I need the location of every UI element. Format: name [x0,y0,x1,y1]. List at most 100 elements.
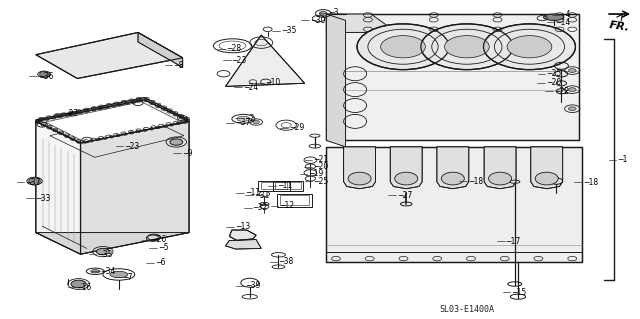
Ellipse shape [568,107,576,111]
Ellipse shape [75,53,80,56]
Ellipse shape [88,69,93,72]
Polygon shape [45,102,181,142]
Text: ─33: ─33 [36,194,50,203]
Text: ─12: ─12 [280,201,294,210]
Text: ─25: ─25 [547,69,561,78]
Text: ─23: ─23 [65,109,79,118]
Text: ─29: ─29 [290,123,304,132]
Text: ─22: ─22 [555,87,569,96]
Text: ─14: ─14 [556,18,570,27]
Text: ─28: ─28 [227,44,241,54]
Bar [258,181,290,191]
Ellipse shape [110,271,128,278]
Polygon shape [326,14,397,33]
Ellipse shape [507,36,552,58]
Text: ─17: ─17 [506,237,521,246]
Polygon shape [326,14,346,147]
Text: ─20: ─20 [314,162,328,171]
Ellipse shape [100,47,106,50]
Ellipse shape [381,36,426,58]
Ellipse shape [40,71,49,78]
Text: ─39: ─39 [246,281,260,290]
Ellipse shape [488,172,511,185]
Text: ─37: ─37 [236,118,250,128]
Polygon shape [229,230,256,241]
Polygon shape [36,33,182,78]
Text: SL03-E1400A: SL03-E1400A [440,305,494,314]
Text: ─21: ─21 [314,155,328,164]
Ellipse shape [319,11,327,15]
Bar [260,182,287,189]
Polygon shape [531,147,563,189]
Polygon shape [36,100,189,143]
Text: ─26: ─26 [152,235,166,244]
Ellipse shape [357,24,449,70]
Text: ─23: ─23 [125,142,140,151]
Text: ─18: ─18 [584,178,598,187]
Text: ─34: ─34 [102,267,116,276]
Text: FR.: FR. [609,20,630,33]
Ellipse shape [29,177,40,185]
Text: ─4: ─4 [561,11,571,19]
Text: ─35: ─35 [282,26,296,35]
Text: ─25: ─25 [314,177,328,186]
Ellipse shape [395,172,418,185]
Ellipse shape [483,24,575,70]
Bar [275,182,301,189]
Text: ─9: ─9 [182,149,192,158]
Text: ─13: ─13 [236,222,250,231]
Text: ─5: ─5 [159,243,168,252]
Polygon shape [36,122,81,254]
Ellipse shape [126,50,131,53]
Text: ─37: ─37 [26,178,40,187]
Text: ─38: ─38 [279,257,293,266]
Polygon shape [138,33,182,67]
Polygon shape [326,147,582,262]
Text: ─2: ─2 [244,114,254,123]
Ellipse shape [237,116,250,122]
Text: ─19: ─19 [309,169,323,178]
Text: ─7: ─7 [124,272,133,281]
Ellipse shape [91,270,100,273]
Text: ─3: ─3 [329,8,339,17]
Ellipse shape [253,121,259,123]
Text: ─11: ─11 [278,181,292,190]
Ellipse shape [421,24,513,70]
Ellipse shape [442,172,465,185]
Ellipse shape [71,280,86,288]
Text: ─36: ─36 [39,72,53,81]
Ellipse shape [568,69,576,72]
Text: ─30: ─30 [311,16,325,25]
Ellipse shape [113,63,118,65]
Text: ─6: ─6 [156,258,165,267]
Text: ─24: ─24 [244,83,259,92]
Ellipse shape [348,172,371,185]
Polygon shape [437,147,468,189]
Polygon shape [484,147,516,189]
Bar [276,194,312,206]
Text: ─31: ─31 [255,190,269,200]
Ellipse shape [568,88,576,92]
Ellipse shape [543,14,564,20]
Ellipse shape [170,139,182,145]
Text: ─27: ─27 [398,190,412,200]
Ellipse shape [535,172,558,185]
Text: ─32: ─32 [253,203,268,212]
Polygon shape [225,35,305,86]
Polygon shape [326,14,579,140]
Bar [280,196,308,205]
Polygon shape [225,240,261,249]
Text: ─11: ─11 [246,188,260,197]
Text: ─33: ─33 [99,250,113,259]
Text: ─18: ─18 [468,177,483,186]
Text: ─10: ─10 [266,78,280,87]
Text: ─20: ─20 [547,78,561,87]
Polygon shape [36,233,189,254]
Text: ─16: ─16 [77,283,92,292]
Text: ─23: ─23 [232,56,247,65]
Polygon shape [81,122,189,254]
Text: ─1: ─1 [618,155,628,164]
Polygon shape [36,98,189,142]
Text: ─8: ─8 [174,61,184,70]
Text: ─15: ─15 [512,288,527,297]
